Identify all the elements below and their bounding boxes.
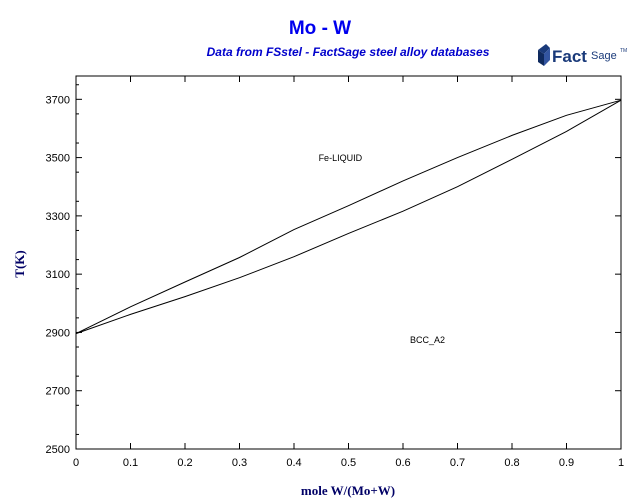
series-lines <box>75 99 622 335</box>
logo-cube-left <box>538 50 544 66</box>
factsage-logo-icon: Fact Sage TM <box>536 40 632 74</box>
x-tick-label: 0.5 <box>341 457 356 469</box>
x-tick-label: 0.1 <box>123 457 138 469</box>
y-tick-label: 3500 <box>46 153 70 165</box>
logo-cube-top <box>538 44 550 54</box>
y-tick-label: 3700 <box>46 94 70 106</box>
y-axis-title: T(K) <box>12 250 27 277</box>
x-axis-title: mole W/(Mo+W) <box>301 483 395 498</box>
y-tick-label: 2500 <box>46 444 70 456</box>
x-tick-label: 0.9 <box>559 457 574 469</box>
liquidus-line <box>75 99 622 335</box>
logo-text-tm: TM <box>620 48 627 54</box>
region-label: BCC_A2 <box>410 335 445 345</box>
y-tick-label: 3300 <box>46 211 70 223</box>
x-tick-label: 0.6 <box>395 457 410 469</box>
x-tick-label: 0.2 <box>177 457 192 469</box>
logo-text-fact: Fact <box>552 47 587 66</box>
chart-title: Mo - W <box>288 18 352 39</box>
chart-subtitle: Data from FSstel - FactSage steel alloy … <box>206 45 490 59</box>
logo-cube-right <box>544 48 550 66</box>
y-tick-label: 2900 <box>46 327 70 339</box>
x-axis-ticks: 0 0.1 0.2 0.3 0.4 0.5 0.6 0.7 0.8 0.9 1 <box>73 76 624 469</box>
x-tick-label: 0.3 <box>232 457 247 469</box>
solidus-line <box>75 99 622 335</box>
x-tick-label: 0.4 <box>286 457 301 469</box>
y-axis-ticks: 2500 2700 2900 3100 3300 3500 3700 <box>46 84 621 456</box>
plot-frame <box>75 75 622 450</box>
y-tick-label: 2700 <box>46 386 70 398</box>
region-label: Fe-LIQUID <box>319 153 363 163</box>
logo-text-sage: Sage <box>591 50 617 62</box>
x-tick-label: 0 <box>73 457 79 469</box>
x-tick-label: 0.8 <box>504 457 519 469</box>
x-tick-label: 0.7 <box>450 457 465 469</box>
region-labels: Fe-LIQUID BCC_A2 <box>319 153 445 345</box>
x-tick-label: 1 <box>618 457 624 469</box>
y-tick-label: 3100 <box>46 269 70 281</box>
